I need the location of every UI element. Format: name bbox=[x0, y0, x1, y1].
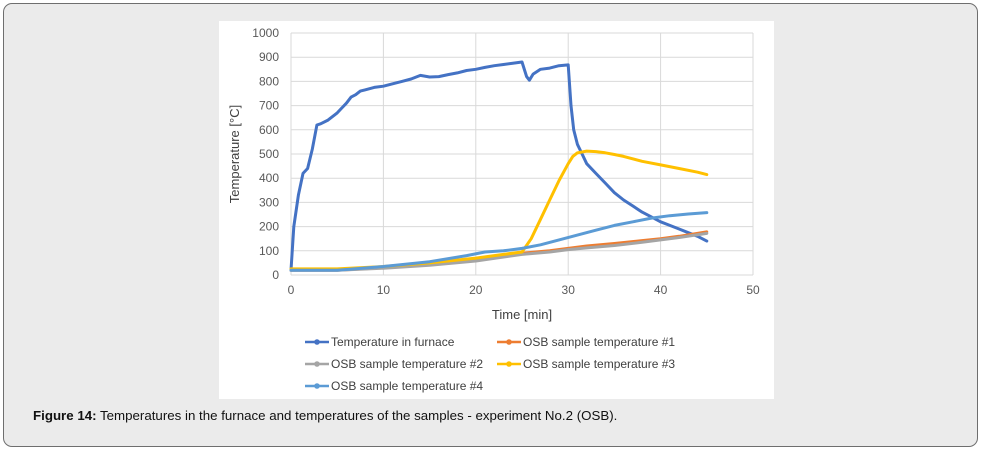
x-tick-label: 40 bbox=[654, 283, 668, 297]
y-tick-label: 500 bbox=[259, 147, 279, 161]
figure-frame: 0 100 200 300 400 500 600 700 800 900 1000 0 10 20 30 4… bbox=[3, 3, 978, 447]
x-tick-label: 50 bbox=[746, 283, 760, 297]
legend-item-4: OSB sample temperature #3 bbox=[497, 357, 675, 371]
legend: Temperature in furnace OSB sample tempera… bbox=[305, 335, 675, 393]
series-line-1 bbox=[289, 60, 709, 272]
legend-item-5: OSB sample temperature #4 bbox=[305, 379, 483, 393]
axis-ticks: 0 100 200 300 400 500 600 700 800 900 1000 0 10 20 30 4… bbox=[252, 26, 760, 297]
y-tick-label: 0 bbox=[272, 268, 279, 282]
legend-item-3: OSB sample temperature #2 bbox=[305, 357, 483, 371]
legend-marker bbox=[314, 339, 320, 345]
x-tick-label: 30 bbox=[562, 283, 576, 297]
line-chart: 0 100 200 300 400 500 600 700 800 900 1000 0 10 20 30 4… bbox=[227, 26, 760, 393]
legend-marker bbox=[506, 339, 512, 345]
series-lines bbox=[289, 60, 709, 272]
legend-marker bbox=[314, 383, 320, 389]
legend-label: OSB sample temperature #4 bbox=[331, 379, 483, 393]
figure-caption: Figure 14: Temperatures in the furnace a… bbox=[33, 408, 617, 423]
x-tick-label: 10 bbox=[377, 283, 391, 297]
y-tick-label: 400 bbox=[259, 171, 279, 185]
y-tick-label: 1000 bbox=[252, 26, 279, 40]
series-line-4 bbox=[289, 149, 709, 271]
y-tick-label: 300 bbox=[259, 195, 279, 209]
series-line-3 bbox=[289, 231, 709, 272]
legend-item-2: OSB sample temperature #1 bbox=[497, 335, 675, 349]
y-tick-label: 200 bbox=[259, 220, 279, 234]
y-tick-label: 100 bbox=[259, 244, 279, 258]
legend-label: OSB sample temperature #1 bbox=[523, 335, 675, 349]
gridlines bbox=[290, 32, 754, 276]
legend-item-1: Temperature in furnace bbox=[305, 335, 455, 349]
y-tick-label: 700 bbox=[259, 99, 279, 113]
caption-label: Figure 14: bbox=[33, 408, 97, 423]
legend-marker bbox=[314, 361, 320, 367]
chart-area: 0 100 200 300 400 500 600 700 800 900 1000 0 10 20 30 4… bbox=[219, 21, 774, 399]
y-tick-label: 800 bbox=[259, 74, 279, 88]
x-tick-label: 0 bbox=[288, 283, 295, 297]
y-axis-title: Temperature [°C] bbox=[227, 105, 242, 203]
x-axis-title: Time [min] bbox=[492, 307, 552, 322]
y-tick-label: 600 bbox=[259, 123, 279, 137]
legend-label: Temperature in furnace bbox=[331, 335, 455, 349]
caption-text: Temperatures in the furnace and temperat… bbox=[96, 408, 618, 423]
legend-marker bbox=[506, 361, 512, 367]
y-tick-label: 900 bbox=[259, 50, 279, 64]
series-line-5 bbox=[289, 211, 709, 272]
x-tick-label: 20 bbox=[469, 283, 483, 297]
legend-label: OSB sample temperature #3 bbox=[523, 357, 675, 371]
legend-label: OSB sample temperature #2 bbox=[331, 357, 483, 371]
